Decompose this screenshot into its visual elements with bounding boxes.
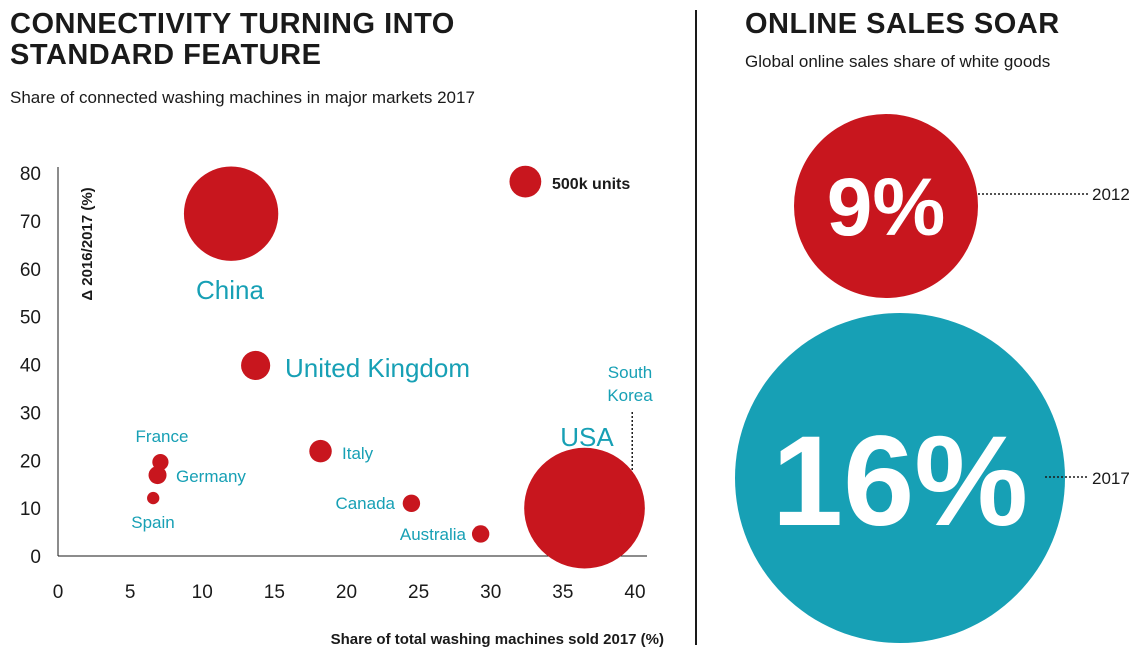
x-tick-label: 15 xyxy=(264,582,285,603)
x-tick-label: 40 xyxy=(624,582,645,603)
label-china: China xyxy=(196,275,264,305)
left-title: CONNECTIVITY TURNING INTO STANDARD FEATU… xyxy=(10,9,455,71)
y-tick-label: 80 xyxy=(20,164,41,185)
y-tick-label: 20 xyxy=(20,451,41,472)
x-tick-label: 35 xyxy=(552,582,573,603)
y-tick-label: 60 xyxy=(20,260,41,281)
y-tick-label: 10 xyxy=(20,499,41,520)
y-axis-title: Δ 2016/2017 (%) xyxy=(79,187,96,300)
label-italy: Italy xyxy=(342,444,374,463)
label-canada: Canada xyxy=(335,494,395,513)
y-tick-label: 40 xyxy=(20,356,41,377)
online-share-circle-2012 xyxy=(794,114,978,298)
year-label-2017: 2017 xyxy=(1092,469,1130,488)
label-united-kingdom: United Kingdom xyxy=(285,353,470,383)
label-australia: Australia xyxy=(400,525,467,544)
y-tick-label: 0 xyxy=(30,547,41,568)
x-tick-label: 25 xyxy=(408,582,429,603)
label-south-korea: South Korea xyxy=(607,363,653,405)
bubble-italy xyxy=(309,439,332,463)
label-usa: USA xyxy=(560,422,614,452)
left-title-line2: STANDARD FEATURE xyxy=(10,39,322,71)
label-germany: Germany xyxy=(176,467,246,486)
bubble-united-kingdom xyxy=(241,350,271,381)
x-tick-label: 30 xyxy=(480,582,501,603)
y-tick-label: 70 xyxy=(20,212,41,233)
bubble-china xyxy=(183,166,279,261)
bubble-canada xyxy=(402,494,421,513)
bubble-size-reference xyxy=(509,165,542,198)
x-tick-label: 10 xyxy=(192,582,213,603)
right-title: ONLINE SALES SOAR xyxy=(745,8,1060,40)
left-subtitle: Share of connected washing machines in m… xyxy=(10,88,475,107)
left-title-line1: CONNECTIVITY TURNING INTO xyxy=(10,8,455,40)
bubble-germany xyxy=(148,466,167,485)
bubble-australia xyxy=(471,525,490,543)
x-axis-title: Share of total washing machines sold 201… xyxy=(331,631,664,648)
y-tick-label: 30 xyxy=(20,403,41,424)
x-tick-label: 20 xyxy=(336,582,357,603)
label-south-korea-line: South xyxy=(608,363,652,382)
section-divider xyxy=(695,10,697,645)
bubble-south-korea xyxy=(617,508,641,532)
y-tick-label: 50 xyxy=(20,308,41,329)
online-share-value-2017: 16% xyxy=(772,410,1028,553)
size-reference-label: 500k units xyxy=(552,176,630,193)
bubble-spain xyxy=(147,491,160,505)
label-south-korea-line: Korea xyxy=(607,386,653,405)
right-subtitle: Global online sales share of white goods xyxy=(745,52,1051,71)
online-share-circle-2017 xyxy=(735,313,1065,643)
year-label-2012: 2012 xyxy=(1092,185,1130,204)
online-share-value-2012: 9% xyxy=(827,162,946,253)
label-spain: Spain xyxy=(131,513,174,532)
x-tick-label: 5 xyxy=(125,582,136,603)
bubble-usa xyxy=(524,447,645,569)
x-tick-label: 0 xyxy=(53,582,64,603)
label-france: France xyxy=(136,427,189,446)
